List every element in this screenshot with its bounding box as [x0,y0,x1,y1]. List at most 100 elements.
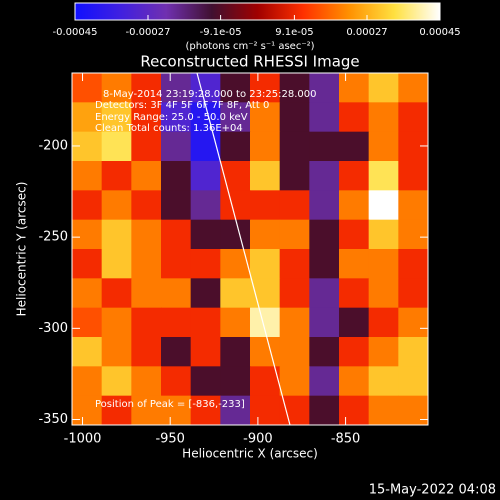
y-axis-label: Heliocentric Y (arcsec) [15,182,29,317]
heatmap-cell [339,161,370,191]
heatmap-cell [250,73,281,103]
heatmap-cell [72,161,103,191]
y-tick-label: -200 [38,138,68,153]
x-tick-label: -850 [331,432,361,447]
heatmap-cell [339,395,370,426]
heatmap-cell [368,278,399,309]
heatmap-cell [339,219,370,250]
heatmap-cell [309,278,340,309]
heatmap-cell [72,337,103,367]
heatmap-cell [161,307,192,338]
heatmap-cell [279,278,310,309]
heatmap-cell [279,219,310,250]
heatmap-cell [220,161,251,191]
heatmap-cell [368,337,399,367]
footer-date: 15-May-2022 04:08 [369,483,496,498]
heatmap-cell [398,102,429,133]
heatmap-cell [309,190,340,221]
heatmap-cell [279,307,310,338]
plot-frame [71,72,429,426]
heatmap-cell [101,161,132,191]
heatmap-cell [72,190,103,221]
heatmap-cell [190,366,221,397]
heatmap-cell [190,131,221,162]
heatmap-cell [339,190,370,221]
heatmap-cell [250,131,281,162]
heatmap [72,73,429,426]
heatmap-cell [161,161,192,191]
heatmap-cell [101,307,132,338]
heatmap-cell [72,278,103,309]
heatmap-cell [309,161,340,191]
heatmap-cell [368,102,399,133]
heatmap-cell [250,219,281,250]
heatmap-cell [190,395,221,426]
annotation: Detectors: 3F 4F 5F 6F 7F 8F, Att 0 [95,100,269,111]
heatmap-cell [72,219,103,250]
heatmap-cell [368,307,399,338]
heatmap-cell [309,395,340,426]
heatmap-cell [101,131,132,162]
solar-limb [196,72,291,426]
heatmap-cell [279,131,310,162]
heatmap-cell [279,102,310,133]
heatmap-cell [161,219,192,250]
heatmap-cell [101,190,132,221]
heatmap-cell [72,307,103,338]
heatmap-cell [309,73,340,103]
annotation: Energy Range: 25.0 - 50.0 keV [95,112,248,123]
heatmap-cell [161,131,192,162]
heatmap-cell [101,219,132,250]
heatmap-cell [131,278,162,309]
heatmap-cell [279,249,310,279]
heatmap-cell [190,190,221,221]
heatmap-cell [279,73,310,103]
colorbar-tick-label: 0.00027 [346,27,387,38]
heatmap-cell [72,131,103,162]
heatmap-cell [190,337,221,367]
heatmap-cell [309,249,340,279]
heatmap-cell [309,366,340,397]
heatmap-cell [398,219,429,250]
heatmap-cell [250,249,281,279]
heatmap-cell [398,366,429,397]
heatmap-cell [161,395,192,426]
x-tick-label: -900 [243,432,273,447]
heatmap-cell [220,395,251,426]
colorbar-label: (photons cm⁻² s⁻¹ asec⁻²) [185,41,314,52]
heatmap-cell [398,395,429,426]
heatmap-cell [220,131,251,162]
heatmap-cell [131,131,162,162]
colorbar-tick-label: -0.00045 [53,27,98,38]
heatmap-cell [250,190,281,221]
heatmap-cell [309,307,340,338]
heatmap-cell [161,278,192,309]
heatmap-cell [339,131,370,162]
heatmap-cell [398,190,429,221]
heatmap-cell [339,307,370,338]
heatmap-cell [72,366,103,397]
annotation: Clean Total counts: 1.36E+04 [95,123,243,134]
heatmap-cell [339,337,370,367]
heatmap-cell [368,161,399,191]
heatmap-cell [368,190,399,221]
heatmap-cell [72,102,103,133]
y-tick-label: -300 [38,321,68,336]
heatmap-cell [368,219,399,250]
heatmap-cell [279,337,310,367]
heatmap-cell [398,278,429,309]
heatmap-cell [368,73,399,103]
heatmap-cell [190,73,221,103]
heatmap-cell [131,161,162,191]
heatmap-cell [368,366,399,397]
heatmap-cell [250,102,281,133]
heatmap-cell [72,395,103,426]
heatmap-cell [220,102,251,133]
y-tick-label: -350 [38,412,68,427]
y-tick-label: -250 [38,230,68,245]
heatmap-cell [250,395,281,426]
heatmap-cell [131,73,162,103]
x-tick-label: -950 [155,432,185,447]
heatmap-cell [190,161,221,191]
heatmap-cell [309,131,340,162]
